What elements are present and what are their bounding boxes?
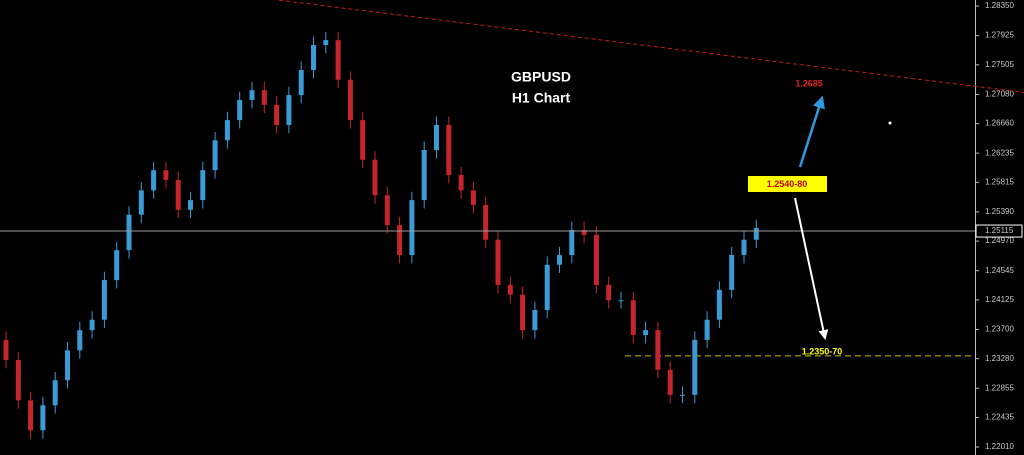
candle-body [704, 319, 710, 340]
support-label: 1.2350-70 [802, 346, 843, 356]
y-tick-label: 1.27080 [985, 89, 1014, 98]
candle-body [446, 124, 452, 176]
candle-body [495, 239, 501, 285]
candle-body [606, 284, 612, 301]
y-tick-label: 1.25390 [985, 207, 1014, 216]
target-label: 1.2685 [795, 78, 823, 88]
candle-body [618, 300, 624, 302]
y-tick-label: 1.24970 [985, 236, 1014, 245]
candle-body [421, 150, 427, 201]
current-price-label: 1.25115 [985, 226, 1014, 235]
y-tick-label: 1.24545 [985, 266, 1014, 275]
candle-body [188, 200, 193, 210]
candle-body [741, 239, 747, 256]
candle-body [470, 190, 476, 205]
candle-body [274, 104, 280, 125]
down-arrow [794, 197, 829, 340]
candle-body [15, 360, 21, 401]
candle-body [384, 195, 390, 226]
candle-body [40, 405, 46, 431]
candle-body [372, 159, 378, 196]
candle-body [593, 234, 599, 285]
resistance-label: 1.2540-80 [767, 179, 808, 189]
candle-body [434, 124, 439, 151]
candle-body [520, 294, 526, 331]
y-tick-label: 1.27505 [985, 60, 1014, 69]
candle-body [298, 70, 304, 96]
candle-body [224, 120, 230, 141]
candle-body [347, 79, 353, 121]
current-price-box [975, 224, 1023, 238]
candle-body [286, 95, 292, 125]
candle-body [655, 330, 661, 370]
candle-body [557, 255, 562, 265]
y-tick-label: 1.23700 [985, 325, 1014, 334]
candle-body [680, 394, 685, 396]
candle-body [237, 99, 243, 121]
y-tick-label: 1.22855 [985, 383, 1014, 392]
candle-body [569, 230, 575, 256]
candle-body [323, 40, 329, 45]
candle-body [89, 319, 95, 331]
candle-body [261, 90, 267, 105]
candle-body [409, 200, 415, 256]
candle-body [311, 44, 316, 71]
candle-body [692, 339, 698, 395]
candle-body [101, 280, 107, 320]
candle-body [126, 214, 132, 251]
y-tick-label: 1.22435 [985, 413, 1014, 422]
candle-body [138, 190, 144, 215]
chart-title: GBPUSD [511, 69, 571, 85]
candle-body [77, 330, 83, 351]
y-tick-label: 1.26660 [985, 119, 1014, 128]
candle-body [175, 179, 181, 210]
y-tick-label: 1.22010 [985, 442, 1014, 451]
candle-body [483, 204, 489, 240]
candle-body [200, 170, 206, 201]
candle-body [630, 300, 636, 336]
y-tick-label: 1.23280 [985, 354, 1014, 363]
candle-body [667, 369, 673, 395]
y-tick-label: 1.27925 [985, 31, 1014, 40]
candle-body [716, 289, 722, 320]
y-tick-label: 1.24125 [985, 295, 1014, 304]
candle-body [581, 230, 587, 235]
candle-body [360, 120, 366, 160]
candle-body [753, 227, 759, 240]
candle-body [544, 264, 550, 310]
candle-body [532, 309, 538, 331]
up-arrow [798, 95, 825, 168]
candle-body [335, 40, 341, 80]
y-tick-label: 1.25815 [985, 177, 1014, 186]
candle-body [151, 170, 157, 191]
y-tick-label: 1.26235 [985, 148, 1014, 157]
candle-body [28, 400, 34, 431]
candle-body [52, 380, 58, 406]
marker-dot [888, 121, 892, 125]
candle-body [397, 225, 403, 256]
candle-body [3, 339, 9, 361]
candle-body [212, 140, 218, 171]
candle-body [249, 90, 255, 100]
resistance-box [748, 176, 827, 192]
candle-body [729, 255, 735, 290]
y-tick-label: 1.28350 [985, 1, 1014, 10]
chart-subtitle: H1 Chart [512, 90, 571, 106]
candle-body [643, 330, 649, 336]
candle-body [458, 175, 464, 191]
candle-body [507, 284, 513, 295]
candle-body [163, 170, 169, 180]
candle-body [65, 350, 70, 381]
trendline [273, 0, 1024, 93]
candle-body [114, 250, 120, 281]
